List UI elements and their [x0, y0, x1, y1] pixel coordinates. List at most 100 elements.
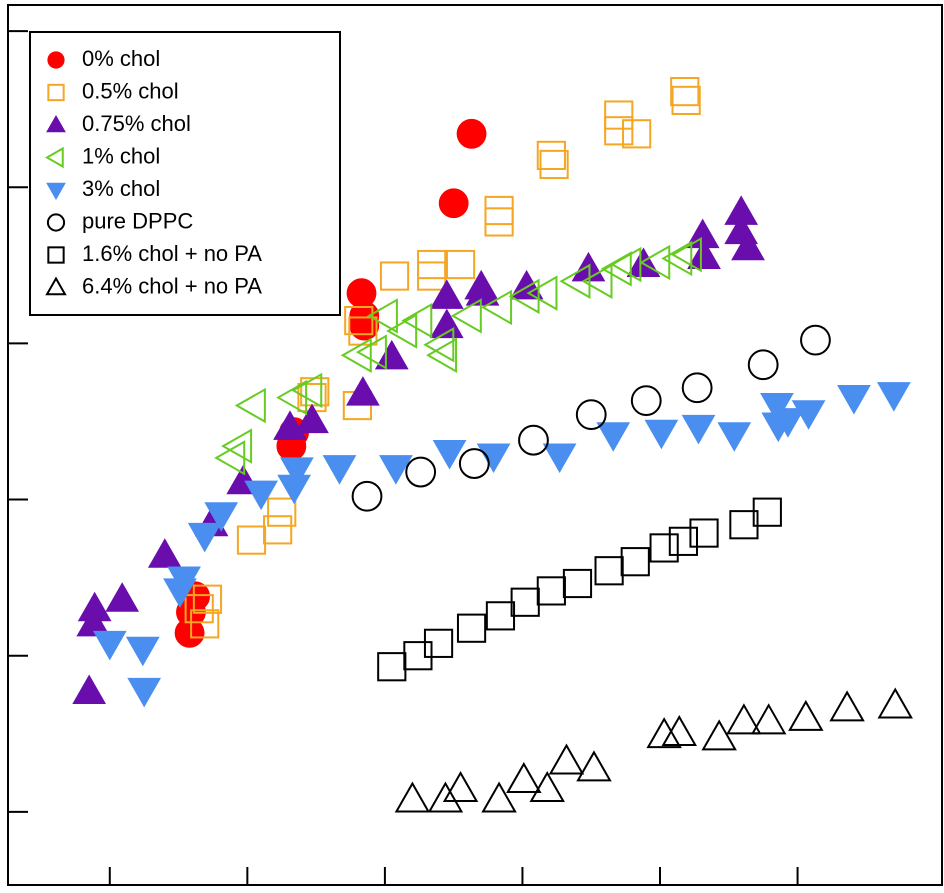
point	[458, 448, 490, 479]
point	[542, 443, 577, 474]
point	[438, 188, 469, 219]
point	[750, 703, 787, 735]
point	[506, 761, 542, 793]
point	[72, 674, 107, 704]
point	[125, 636, 160, 667]
point	[147, 538, 182, 568]
point	[417, 261, 447, 291]
legend-box	[29, 31, 341, 316]
point	[355, 334, 387, 370]
point	[386, 313, 418, 349]
point	[646, 717, 682, 749]
point	[484, 207, 514, 237]
point	[214, 440, 246, 476]
point	[661, 240, 693, 277]
point	[92, 630, 127, 661]
legend-marker	[47, 51, 65, 69]
point	[450, 298, 482, 334]
point	[788, 699, 824, 731]
point	[423, 628, 454, 658]
point	[575, 399, 607, 431]
point	[626, 247, 661, 278]
point	[379, 455, 413, 485]
point	[263, 515, 293, 545]
plot-frame	[7, 4, 943, 886]
point	[731, 230, 765, 261]
point	[604, 100, 634, 130]
points	[72, 76, 913, 813]
point	[829, 690, 865, 722]
point	[649, 533, 679, 563]
point	[291, 372, 323, 409]
point	[485, 601, 516, 631]
point	[661, 714, 697, 746]
point	[427, 781, 464, 813]
point	[536, 140, 566, 170]
point	[340, 337, 372, 373]
point	[576, 750, 612, 782]
point	[481, 781, 517, 813]
point	[726, 703, 762, 735]
point	[322, 455, 357, 485]
point	[877, 687, 913, 719]
legend-marker	[44, 146, 64, 169]
point	[562, 568, 593, 599]
point	[401, 302, 433, 339]
legend-label: 0.5% chol	[82, 78, 179, 103]
legend-marker	[45, 276, 67, 296]
point	[429, 308, 464, 339]
point	[163, 578, 197, 608]
point	[236, 525, 267, 555]
point	[729, 510, 759, 540]
point	[529, 771, 565, 803]
point	[620, 547, 650, 577]
point	[267, 497, 297, 527]
point	[539, 149, 569, 180]
point	[190, 609, 220, 639]
legend-marker	[46, 213, 66, 232]
legend-marker	[47, 246, 65, 264]
point	[377, 652, 407, 682]
point	[76, 606, 111, 637]
point	[394, 781, 431, 813]
point	[127, 677, 162, 708]
point	[456, 613, 487, 643]
point	[630, 385, 662, 417]
point	[536, 576, 566, 606]
point	[374, 339, 409, 370]
point	[366, 298, 398, 334]
legend-label: 6.4% chol + no PA	[82, 273, 262, 298]
point	[423, 327, 455, 363]
point	[671, 85, 701, 116]
point	[681, 372, 713, 404]
point	[221, 428, 253, 464]
point	[594, 556, 624, 586]
point	[234, 387, 266, 424]
point	[273, 410, 307, 440]
point	[405, 456, 437, 488]
point	[668, 526, 698, 556]
point	[761, 412, 796, 443]
point	[644, 419, 679, 450]
point	[187, 522, 222, 553]
point	[105, 582, 140, 612]
point	[481, 289, 513, 326]
point	[295, 403, 329, 434]
point	[465, 276, 500, 306]
point	[476, 443, 511, 474]
legend-label: 0% chol	[82, 46, 160, 71]
point	[747, 349, 779, 381]
point	[277, 474, 311, 505]
point	[526, 275, 558, 311]
legend-label: 3% chol	[82, 176, 160, 201]
point	[346, 376, 380, 406]
point	[184, 594, 214, 624]
point	[351, 480, 383, 512]
legend-label: pure DPPC	[82, 208, 193, 233]
point	[442, 771, 479, 803]
point	[204, 502, 239, 532]
point	[244, 480, 278, 511]
point	[559, 263, 591, 300]
legend-label: 1.6% chol + no PA	[82, 241, 262, 266]
